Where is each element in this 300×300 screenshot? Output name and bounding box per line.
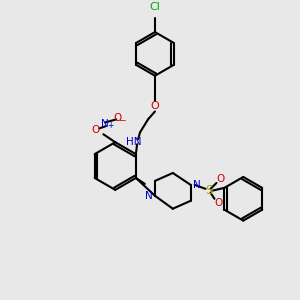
Text: N: N — [101, 119, 109, 129]
Text: N: N — [193, 180, 200, 190]
Text: HN: HN — [126, 137, 142, 147]
Text: O: O — [91, 125, 100, 135]
Text: O: O — [216, 174, 225, 184]
Text: +: + — [107, 121, 113, 130]
Text: O: O — [214, 198, 223, 208]
Text: O: O — [113, 113, 122, 123]
Text: N: N — [145, 191, 153, 201]
Text: Cl: Cl — [149, 2, 161, 12]
Text: O: O — [151, 101, 159, 112]
Text: −: − — [118, 115, 126, 124]
Text: S: S — [205, 184, 212, 197]
